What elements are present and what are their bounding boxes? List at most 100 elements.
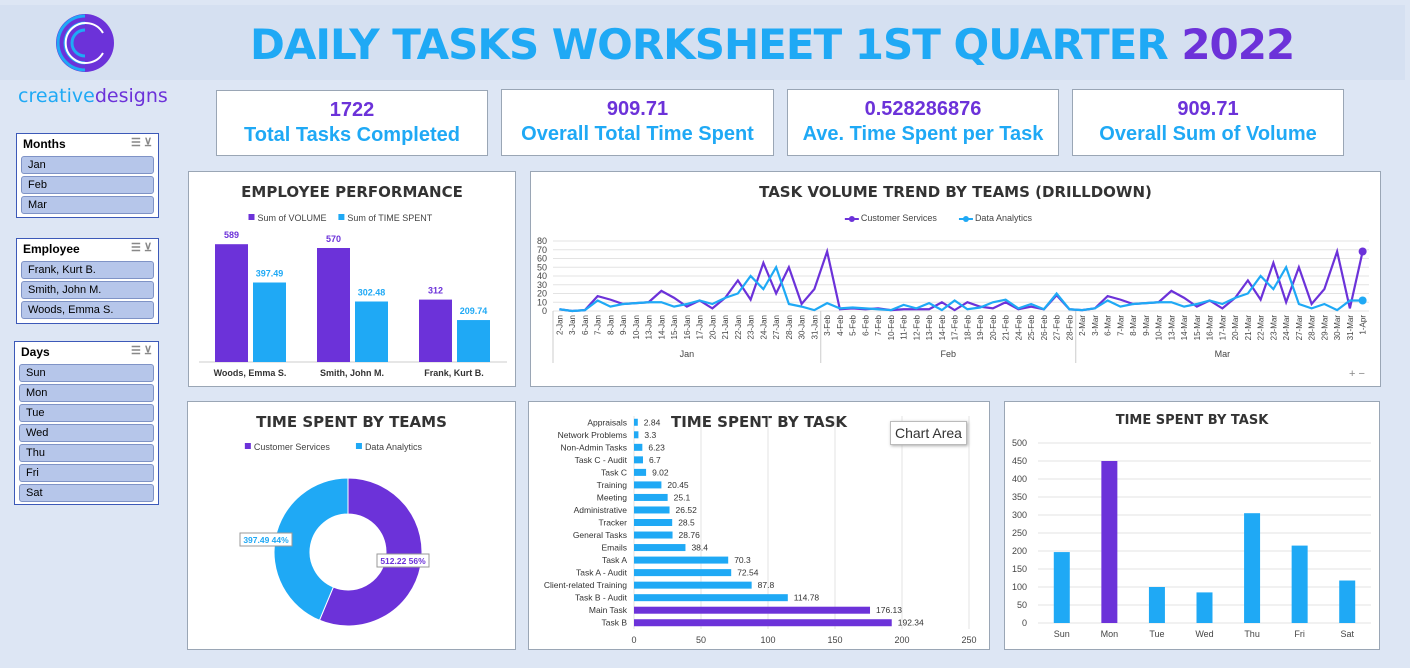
bar xyxy=(634,443,643,451)
time-spent-task-chart[interactable]: TIME SPENT BY TASK 0 50 100 150 200 250 Apprai… xyxy=(528,401,990,650)
legend-swatch xyxy=(248,214,255,220)
clear-filter-icon[interactable]: ☰ ⊻ xyxy=(131,242,152,254)
y-tick-label: 60 xyxy=(537,254,547,264)
slicer-item-wed[interactable]: Wed xyxy=(19,424,154,442)
x-tick-label: 19-Feb xyxy=(976,314,985,340)
clear-filter-icon[interactable]: ☰ ⊻ xyxy=(131,345,152,357)
x-tick-label: 28-Mar xyxy=(1308,315,1317,341)
bar xyxy=(215,244,248,362)
slicer-item-tue[interactable]: Tue xyxy=(19,404,154,422)
data-label: 397.49 44% xyxy=(243,535,289,545)
kpi-label: Overall Total Time Spent xyxy=(521,123,754,145)
x-tick-label: 6-Mar xyxy=(1104,315,1113,336)
time-spent-teams-chart[interactable]: TIME SPENT BY TEAMS Customer Services Dat… xyxy=(187,401,516,650)
clear-filter-icon[interactable]: ☰ ⊻ xyxy=(131,137,152,149)
x-tick-label: 31-Jan xyxy=(810,315,819,339)
category-label: Client-related Training xyxy=(544,580,627,590)
legend-label: Data Analytics xyxy=(365,442,423,452)
slicer-item-jan[interactable]: Jan xyxy=(21,156,154,174)
slicer-item-woods[interactable]: Woods, Emma S. xyxy=(21,301,154,319)
slicer-header: Employee ☰ ⊻ xyxy=(23,242,152,256)
x-tick-label: 18-Feb xyxy=(963,314,972,340)
x-tick-label: 22-Jan xyxy=(734,315,743,339)
y-tick-label: 10 xyxy=(537,297,547,307)
y-tick-label: 350 xyxy=(1012,492,1027,502)
page-title: DAILY TASKS WORKSHEET 1ST QUARTER 2022 xyxy=(250,20,1295,69)
kpi-sum-volume: 909.71 Overall Sum of Volume xyxy=(1072,89,1344,156)
data-label: 589 xyxy=(224,230,239,240)
kpi-value: 909.71 xyxy=(1177,98,1239,120)
x-tick-label: 4-Feb xyxy=(836,314,845,335)
slicer-item-smith[interactable]: Smith, John M. xyxy=(21,281,154,299)
slicer-item-sun[interactable]: Sun xyxy=(19,364,154,382)
x-tick-label: Sun xyxy=(1054,629,1070,639)
category-label: Network Problems xyxy=(558,430,627,440)
category-label: Smith, John M. xyxy=(320,368,384,378)
y-tick-label: 50 xyxy=(537,262,547,272)
employee-slicer: Employee ☰ ⊻ Frank, Kurt B. Smith, John M… xyxy=(16,238,159,324)
category-label: Task C xyxy=(601,467,627,477)
x-tick-label: 21-Mar xyxy=(1244,315,1253,341)
x-tick-label: 2-Mar xyxy=(1078,315,1087,336)
x-tick-label: 31-Mar xyxy=(1346,315,1355,341)
x-tick-label: 29-Mar xyxy=(1320,315,1329,341)
x-tick-label: 9-Mar xyxy=(1142,315,1151,336)
x-tick-label: Tue xyxy=(1149,629,1164,639)
x-tick-label: 24-Mar xyxy=(1282,315,1291,341)
y-tick-label: 20 xyxy=(537,289,547,299)
x-tick-label: 6-Feb xyxy=(861,314,870,335)
x-tick-label: 24-Feb xyxy=(1014,314,1023,340)
data-label: 302.48 xyxy=(358,288,386,298)
data-label-box xyxy=(239,532,293,547)
days-slicer: Days ☰ ⊻ Sun Mon Tue Wed Thu Fri Sat xyxy=(14,341,159,505)
slicer-item-fri[interactable]: Fri xyxy=(19,464,154,482)
kpi-value: 909.71 xyxy=(606,98,669,120)
x-tick-label: 21-Feb xyxy=(1002,314,1011,340)
data-label: 2.84 xyxy=(644,417,661,427)
x-tick-label: 13-Mar xyxy=(1167,315,1176,341)
x-tick-label: 27-Jan xyxy=(772,315,781,339)
data-label: 3.3 xyxy=(644,430,656,440)
data-label: 176.13 xyxy=(876,605,902,615)
x-tick-label: 11-Feb xyxy=(900,314,909,339)
data-label: 26.52 xyxy=(676,505,698,515)
slicer-item-thu[interactable]: Thu xyxy=(19,444,154,462)
series-line xyxy=(559,264,1363,313)
bar xyxy=(1291,545,1308,623)
x-tick-label: 7-Feb xyxy=(874,314,883,335)
slicer-item-mar[interactable]: Mar xyxy=(21,196,154,214)
category-label: Task A - Audit xyxy=(576,568,628,578)
data-label: 72.54 xyxy=(737,568,759,578)
group-label: Mar xyxy=(1215,349,1231,359)
x-tick-label: 20-Jan xyxy=(708,315,717,339)
employee-performance-chart[interactable]: EMPLOYEE PERFORMANCE Sum of VOLUME Sum of… xyxy=(188,171,516,387)
task-volume-trend-chart[interactable]: TASK VOLUME TREND BY TEAMS (DRILLDOWN) C… xyxy=(530,171,1381,387)
x-tick-label: 25-Feb xyxy=(1027,314,1036,340)
data-label: 397.49 xyxy=(256,269,284,279)
x-tick-label: 16-Mar xyxy=(1206,315,1215,341)
category-label: Administrative xyxy=(574,505,628,515)
kpi-label: Total Tasks Completed xyxy=(244,124,460,146)
x-tick-label: 13-Jan xyxy=(645,315,654,339)
x-tick-label: 26-Feb xyxy=(1040,314,1049,340)
chart-title: TIME SPENT BY TEAMS xyxy=(256,413,447,431)
kpi-ave-time: 0.528286876 Ave. Time Spent per Task xyxy=(787,89,1059,156)
category-label: Frank, Kurt B. xyxy=(424,368,484,378)
slicer-item-feb[interactable]: Feb xyxy=(21,176,154,194)
legend-marker xyxy=(848,216,855,222)
bar xyxy=(317,248,350,362)
x-tick-label: 2-Jan xyxy=(555,315,564,335)
time-spent-day-chart[interactable]: TIME SPENT BY TASK 0 50 100 150 200 250 300 350… xyxy=(1004,401,1380,650)
slicer-item-sat[interactable]: Sat xyxy=(19,484,154,502)
slicer-item-frank[interactable]: Frank, Kurt B. xyxy=(21,261,154,279)
x-tick-label: Fri xyxy=(1294,629,1305,639)
donut-slice xyxy=(318,477,423,627)
x-tick-label: 150 xyxy=(827,635,842,645)
slicer-item-mon[interactable]: Mon xyxy=(19,384,154,402)
bar xyxy=(634,581,752,589)
chart-title: TIME SPENT BY TASK xyxy=(670,413,848,431)
donut-slice xyxy=(273,477,349,621)
bar xyxy=(634,493,668,501)
zoom-controls-icon: + − xyxy=(1349,368,1365,380)
data-label: 209.74 xyxy=(460,306,488,316)
